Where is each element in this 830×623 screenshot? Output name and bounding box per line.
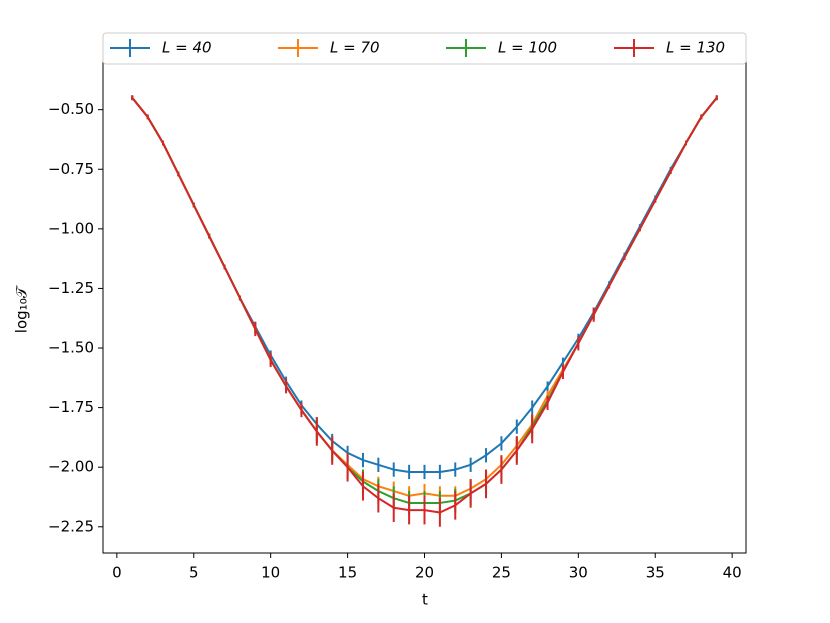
- y-tick-label: −0.50: [48, 100, 94, 118]
- y-tick-label: −0.75: [48, 160, 94, 178]
- y-tick-label: −1.75: [48, 398, 94, 416]
- x-tick-label: 30: [569, 564, 588, 582]
- y-tick-label: −1.00: [48, 219, 94, 237]
- x-tick-label: 0: [112, 564, 122, 582]
- x-tick-label: 5: [189, 564, 199, 582]
- x-tick-label: 10: [261, 564, 280, 582]
- x-tick-label: 35: [646, 564, 665, 582]
- y-tick-label: −2.00: [48, 458, 94, 476]
- legend-label: L = 130: [666, 39, 725, 57]
- series-line: [131, 97, 718, 497]
- x-tick-label: 25: [492, 564, 511, 582]
- x-tick-label: 20: [415, 564, 434, 582]
- series-line: [131, 97, 718, 504]
- legend-label: L = 70: [330, 39, 380, 57]
- y-tick-label: −2.25: [48, 517, 94, 535]
- legend-label: L = 40: [162, 39, 212, 57]
- x-axis-label: t: [422, 591, 428, 609]
- y-axis-label: log₁₀𝒯: [13, 284, 31, 333]
- legend-box: [102, 32, 747, 65]
- x-tick-label: 15: [338, 564, 357, 582]
- legend-label: L = 100: [498, 39, 557, 57]
- plot-frame: [102, 61, 747, 554]
- x-tick-label: 40: [723, 564, 742, 582]
- series-line: [131, 97, 718, 514]
- series-line: [131, 97, 718, 473]
- y-tick-label: −1.50: [48, 339, 94, 357]
- y-tick-label: −1.25: [48, 279, 94, 297]
